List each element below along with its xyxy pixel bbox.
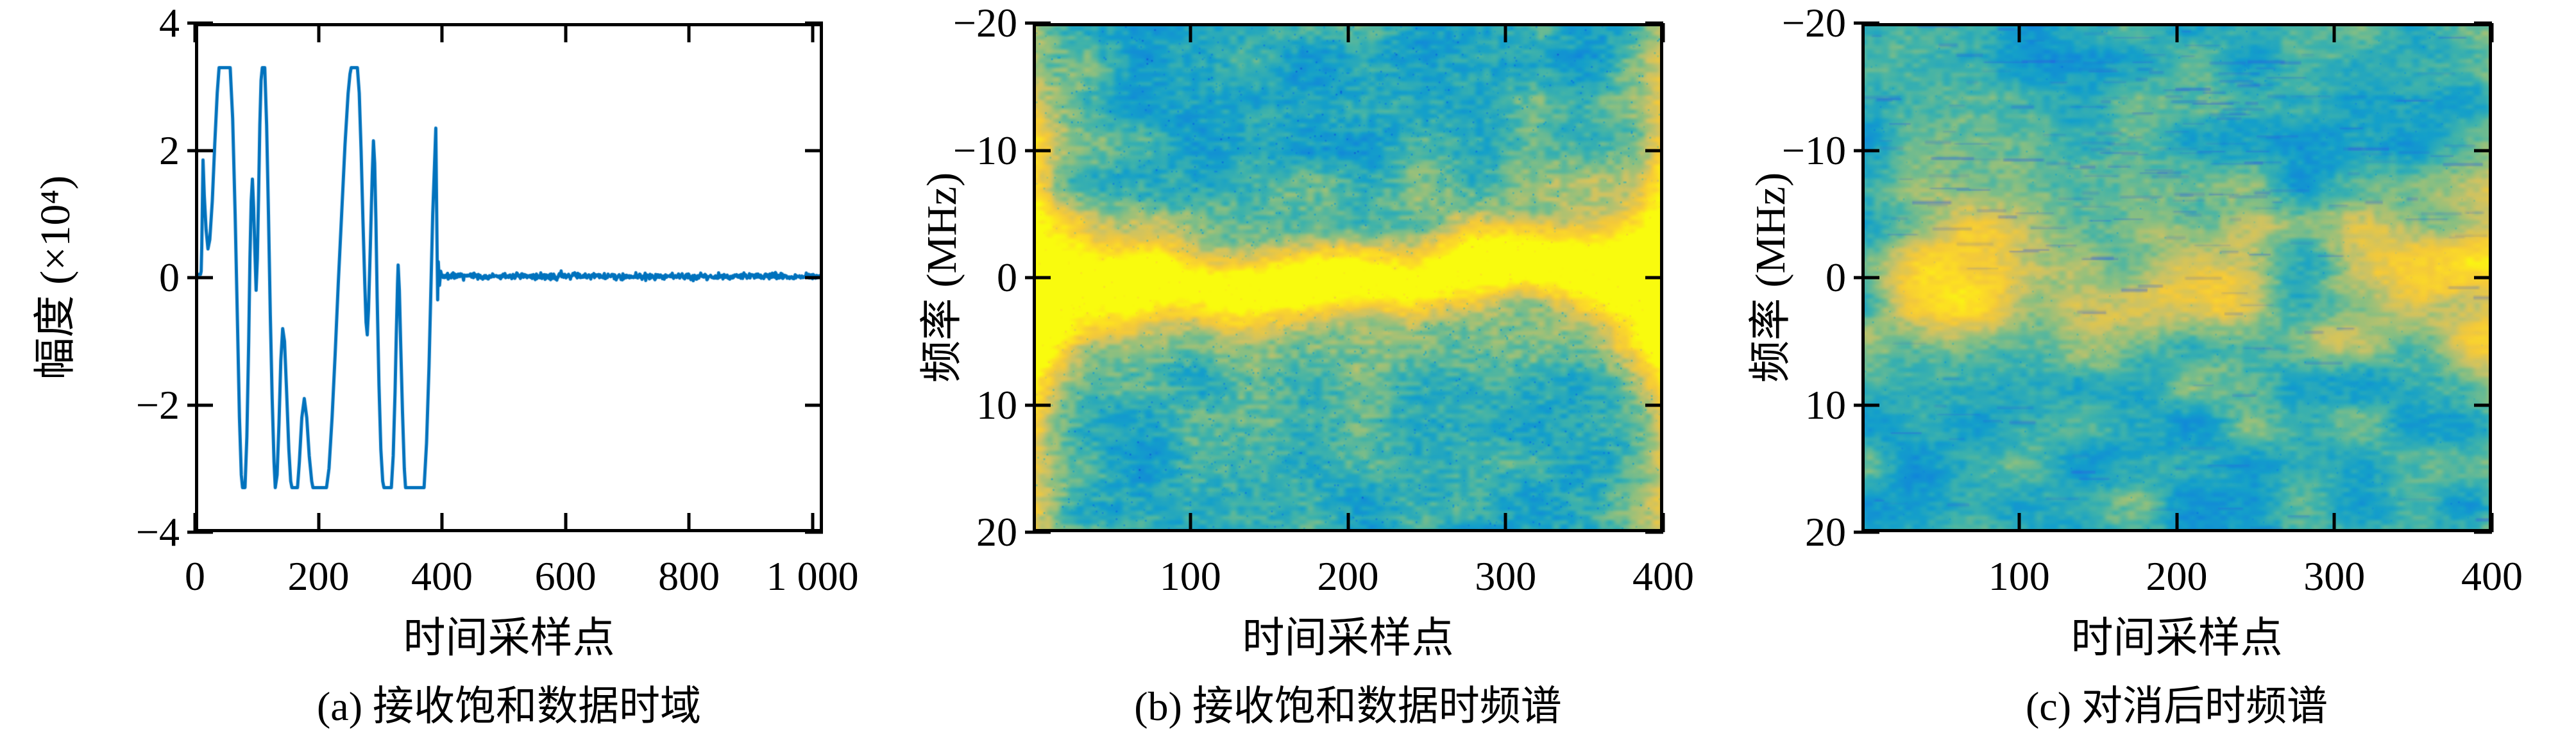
y-tick-label: 20 bbox=[1805, 509, 1846, 555]
panel-b-spectrogram-saturated: 频率 (MHz) −20 −10 0 10 20 100 200 300 400 时间采样点 … bbox=[919, 3, 1694, 730]
y-tick-label: −4 bbox=[135, 509, 180, 555]
y-tick-label: 4 bbox=[159, 0, 180, 46]
x-tick-label: 200 bbox=[1317, 553, 1379, 599]
caption-b: (b) 接收饱和数据时频谱 bbox=[1134, 684, 1562, 729]
x-tick-label: 1 000 bbox=[766, 553, 859, 599]
x-tick-label: 400 bbox=[2461, 553, 2523, 599]
x-tick-label: 100 bbox=[1988, 553, 2050, 599]
y-tick-labels-b: −20 −10 0 10 20 bbox=[851, 3, 1017, 553]
y-tick-label: −20 bbox=[953, 0, 1017, 46]
x-tick-label: 600 bbox=[534, 553, 597, 599]
x-tick-label: 300 bbox=[1475, 553, 1537, 599]
x-tick-label: 400 bbox=[1632, 553, 1694, 599]
waveform-canvas bbox=[195, 23, 823, 532]
x-tick-label: 800 bbox=[658, 553, 720, 599]
x-axis-label-c: 时间采样点 bbox=[2071, 615, 2283, 662]
y-tick-label: −2 bbox=[135, 382, 180, 428]
y-tick-label: −20 bbox=[1781, 0, 1846, 46]
caption-a: (a) 接收饱和数据时域 bbox=[316, 684, 702, 729]
x-axis-label-b: 时间采样点 bbox=[1242, 615, 1454, 662]
y-tick-label: 0 bbox=[159, 255, 180, 300]
x-tick-label: 200 bbox=[2146, 553, 2208, 599]
y-tick-label: −10 bbox=[1781, 127, 1846, 173]
panel-c-spectrogram-cancelled: 频率 (MHz) −20 −10 0 10 20 100 200 300 400 时间采样点 … bbox=[1747, 3, 2523, 730]
x-tick-labels-b: 100 200 300 400 bbox=[1033, 553, 1694, 599]
y-tick-label: 10 bbox=[1805, 382, 1846, 428]
y-tick-labels-c: −20 −10 0 10 20 bbox=[1679, 3, 1846, 553]
x-axis-label-a: 时间采样点 bbox=[403, 615, 615, 662]
y-tick-label: 0 bbox=[997, 255, 1017, 300]
x-tick-labels-c: 100 200 300 400 bbox=[1861, 553, 2523, 599]
y-tick-label: 2 bbox=[159, 127, 180, 173]
x-tick-label: 300 bbox=[2303, 553, 2366, 599]
y-tick-label: 10 bbox=[976, 382, 1017, 428]
y-tick-label: −10 bbox=[953, 127, 1017, 173]
x-tick-label: 400 bbox=[411, 553, 473, 599]
panel-a-time-domain: 幅度 (×10⁴) 4 2 0 −2 −4 0 200 400 600 800 1 000 时间采… bbox=[32, 3, 859, 730]
x-tick-label: 100 bbox=[1159, 553, 1221, 599]
x-tick-labels-a: 0 200 400 600 800 1 000 bbox=[185, 553, 859, 599]
x-tick-label: 200 bbox=[287, 553, 350, 599]
y-tick-label: 20 bbox=[976, 509, 1017, 555]
caption-c: (c) 对消后时频谱 bbox=[2025, 684, 2328, 729]
y-tick-label: 0 bbox=[1826, 255, 1846, 300]
y-tick-labels-a: 4 2 0 −2 −4 bbox=[13, 3, 180, 553]
spectrogram-c-canvas bbox=[1861, 23, 2492, 532]
x-tick-label: 0 bbox=[185, 553, 205, 599]
spectrogram-b-canvas bbox=[1033, 23, 1663, 532]
